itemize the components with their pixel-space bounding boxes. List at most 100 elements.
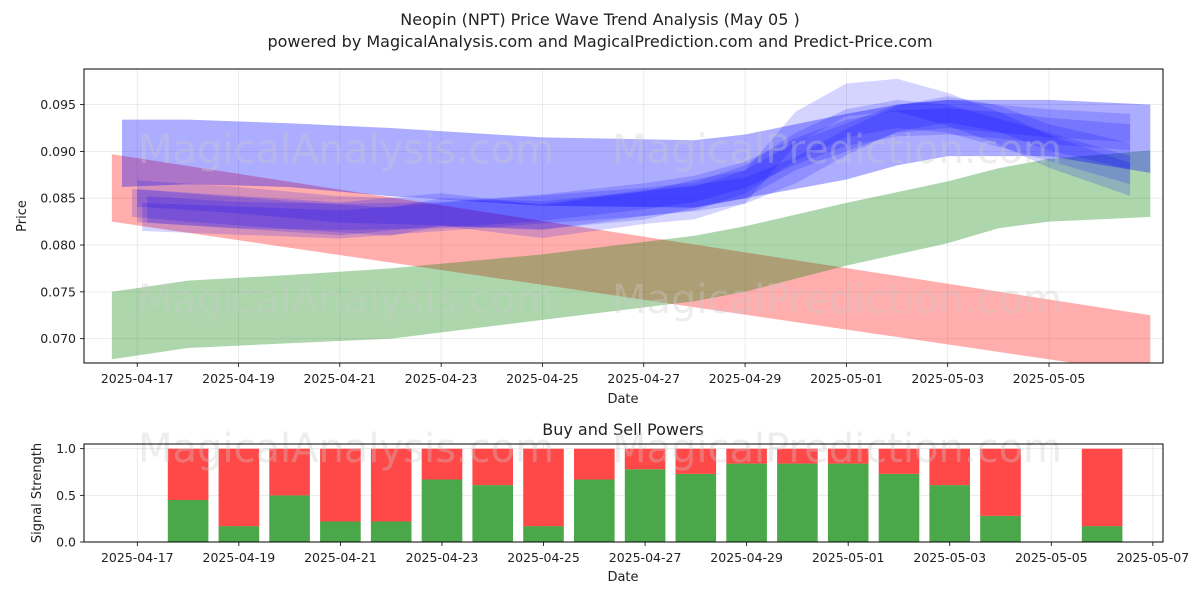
- price-x-tick-label: 2025-05-05: [1013, 371, 1086, 386]
- sell-bar: [523, 448, 564, 527]
- buy-bar: [929, 485, 970, 542]
- price-band-blue-wide-band: [122, 99, 1151, 208]
- buy-bar: [523, 526, 564, 542]
- price-band-blue-wave-2: [142, 99, 1131, 239]
- sell-bar: [370, 448, 412, 522]
- price-plot-frame: [83, 68, 1164, 364]
- sell-bar: [675, 448, 717, 474]
- sell-bar: [421, 448, 463, 480]
- price-x-tick-label: 2025-04-25: [506, 371, 579, 386]
- price-x-tick-label: 2025-04-23: [405, 371, 478, 386]
- price-band-blue-wave-3: [137, 96, 1131, 230]
- buy-sell-x-tick-label: 2025-05-03: [913, 550, 986, 565]
- buy-sell-x-axis: 2025-04-17 2025-04-19 2025-04-21 2025-04-23…: [101, 542, 1189, 565]
- buy-sell-y-tick-label: 1.0: [56, 441, 76, 456]
- sell-bar: [726, 448, 767, 464]
- buy-sell-title: Buy and Sell Powers: [542, 420, 704, 439]
- price-y-axis-label: Price: [15, 200, 30, 232]
- buy-sell-x-tick-label: 2025-04-21: [304, 550, 377, 565]
- figure-title-line2: powered by MagicalAnalysis.com and Magic…: [267, 32, 932, 51]
- sell-bar: [472, 448, 513, 486]
- buy-sell-x-tick-label: 2025-04-19: [203, 550, 276, 565]
- price-x-axis: 2025-04-17 2025-04-19 2025-04-21 2025-04-23…: [101, 363, 1085, 386]
- buy-sell-x-tick-label: 2025-05-05: [1015, 550, 1088, 565]
- buy-bar: [777, 463, 818, 542]
- sell-bar: [878, 448, 920, 474]
- buy-sell-y-axis-label: Signal Strength: [30, 443, 45, 543]
- price-y-tick-label: 0.075: [40, 284, 76, 299]
- price-y-axis: 0.070 0.075 0.080 0.085 0.090 0.095: [40, 97, 84, 346]
- sell-bar: [980, 448, 1021, 516]
- buy-bar: [320, 521, 361, 542]
- buy-bar: [726, 463, 767, 542]
- price-y-tick-label: 0.085: [40, 191, 76, 206]
- buy-bar: [574, 479, 615, 542]
- buy-sell-y-tick-label: 0.5: [56, 488, 76, 503]
- buy-sell-x-axis-label: Date: [607, 570, 638, 585]
- buy-bar: [167, 500, 209, 542]
- buy-bar: [827, 463, 869, 542]
- price-watermarks: MagicalAnalysis.com MagicalPrediction.co…: [138, 127, 1062, 323]
- price-wave-panel: MagicalAnalysis.com MagicalPrediction.co…: [15, 68, 1164, 407]
- watermark-analysis-mid: MagicalAnalysis.com: [138, 277, 554, 323]
- price-grid: [84, 69, 1163, 363]
- price-y-tick-label: 0.080: [40, 238, 76, 253]
- buy-sell-x-tick-label: 2025-04-23: [406, 550, 479, 565]
- sell-bar: [218, 448, 260, 527]
- price-y-tick-label: 0.095: [40, 97, 76, 112]
- sell-bar: [1081, 448, 1123, 527]
- price-band-blue-wave-5: [147, 108, 1131, 230]
- sell-bar: [269, 448, 310, 496]
- buy-bar: [1081, 526, 1123, 542]
- price-x-tick-label: 2025-04-19: [202, 371, 275, 386]
- sell-bar: [167, 448, 209, 500]
- price-x-tick-label: 2025-04-21: [303, 371, 376, 386]
- watermark-analysis-top: MagicalAnalysis.com: [138, 127, 554, 173]
- price-y-tick-label: 0.070: [40, 331, 76, 346]
- buy-bar: [980, 515, 1021, 542]
- buy-bar: [675, 473, 717, 542]
- watermark-prediction-mid: MagicalPrediction.com: [612, 277, 1062, 323]
- buy-sell-x-tick-label: 2025-04-25: [507, 550, 580, 565]
- price-series: [111, 78, 1151, 363]
- price-band-green-band: [111, 150, 1151, 360]
- buy-sell-x-tick-label: 2025-04-29: [710, 550, 783, 565]
- buy-bar: [472, 485, 513, 542]
- price-band-blue-wave-4: [137, 78, 1131, 238]
- buy-bar: [269, 495, 310, 542]
- price-x-tick-label: 2025-05-03: [911, 371, 984, 386]
- buy-bar: [878, 473, 920, 542]
- buy-sell-plot-frame: [83, 443, 1164, 543]
- price-x-tick-label: 2025-04-17: [101, 371, 174, 386]
- buy-bar: [370, 521, 412, 542]
- buy-sell-y-tick-label: 0.0: [56, 535, 76, 550]
- watermark-analysis-bottom: MagicalAnalysis.com: [138, 426, 554, 472]
- buy-sell-x-tick-label: 2025-04-27: [609, 550, 682, 565]
- buy-sell-panel: Buy and Sell Powers MagicalAnalysis.com …: [30, 420, 1189, 585]
- sell-bar: [320, 448, 361, 522]
- price-x-tick-label: 2025-04-29: [709, 371, 782, 386]
- buy-sell-bars: [167, 448, 1123, 542]
- figure-title-line1: Neopin (NPT) Price Wave Trend Analysis (…: [400, 10, 799, 29]
- watermark-prediction-top: MagicalPrediction.com: [612, 127, 1062, 173]
- sell-bar: [574, 448, 615, 480]
- buy-bar: [421, 479, 463, 542]
- price-x-tick-label: 2025-04-27: [607, 371, 680, 386]
- buy-bar: [218, 526, 260, 542]
- price-band-red-band: [111, 154, 1151, 363]
- price-band-blue-wave-1: [132, 99, 1131, 236]
- sell-bar: [624, 448, 666, 470]
- price-y-tick-label: 0.090: [40, 144, 76, 159]
- buy-sell-x-tick-label: 2025-04-17: [101, 550, 174, 565]
- sell-bar: [929, 448, 970, 486]
- buy-bar: [624, 469, 666, 542]
- buy-sell-x-tick-label: 2025-05-07: [1117, 550, 1190, 565]
- buy-sell-watermarks: MagicalAnalysis.com MagicalPrediction.co…: [138, 426, 1062, 472]
- sell-bar: [827, 448, 869, 464]
- buy-sell-x-tick-label: 2025-05-01: [812, 550, 885, 565]
- watermark-prediction-bottom: MagicalPrediction.com: [612, 426, 1062, 472]
- buy-sell-y-axis: 0.0 0.5 1.0: [56, 441, 84, 550]
- price-x-axis-label: Date: [607, 392, 638, 407]
- sell-bar: [777, 448, 818, 464]
